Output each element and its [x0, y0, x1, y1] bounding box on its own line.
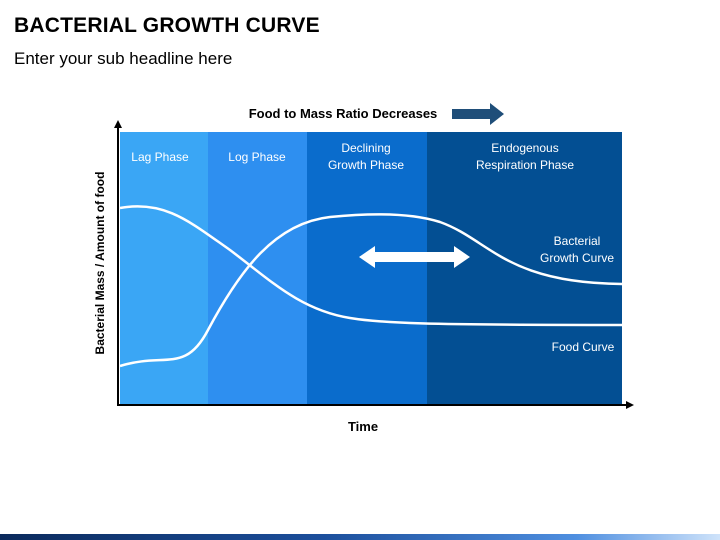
slide-title: BACTERIAL GROWTH CURVE — [14, 14, 320, 37]
food-curve — [119, 205, 623, 327]
growth-curve-label-line1: Bacterial — [554, 234, 601, 248]
phase-label-declining-line1: Declining — [341, 141, 390, 155]
direction-arrow-icon — [452, 103, 504, 125]
phase-label-endogenous-line2: Respiration Phase — [476, 158, 574, 172]
double-arrow-icon — [359, 246, 470, 268]
bacterial-growth-curve — [119, 213, 623, 368]
phase-label-endogenous-line1: Endogenous — [491, 141, 558, 155]
slide-subtitle: Enter your sub headline here — [14, 49, 233, 68]
phase-band-log — [208, 132, 307, 404]
y-axis-label: Bacterial Mass / Amount of food — [93, 172, 107, 355]
phase-label-declining-line2: Growth Phase — [328, 158, 404, 172]
bottom-accent-bar — [0, 534, 720, 540]
phase-label-log: Log Phase — [228, 150, 286, 164]
phase-band-declining — [307, 132, 427, 404]
food-curve-label: Food Curve — [552, 340, 615, 354]
food-mass-ratio-label: Food to Mass Ratio Decreases — [249, 106, 438, 121]
phase-label-lag: Lag Phase — [131, 150, 189, 164]
growth-curve-label-line2: Growth Curve — [540, 251, 614, 265]
x-axis-label: Time — [348, 419, 378, 434]
